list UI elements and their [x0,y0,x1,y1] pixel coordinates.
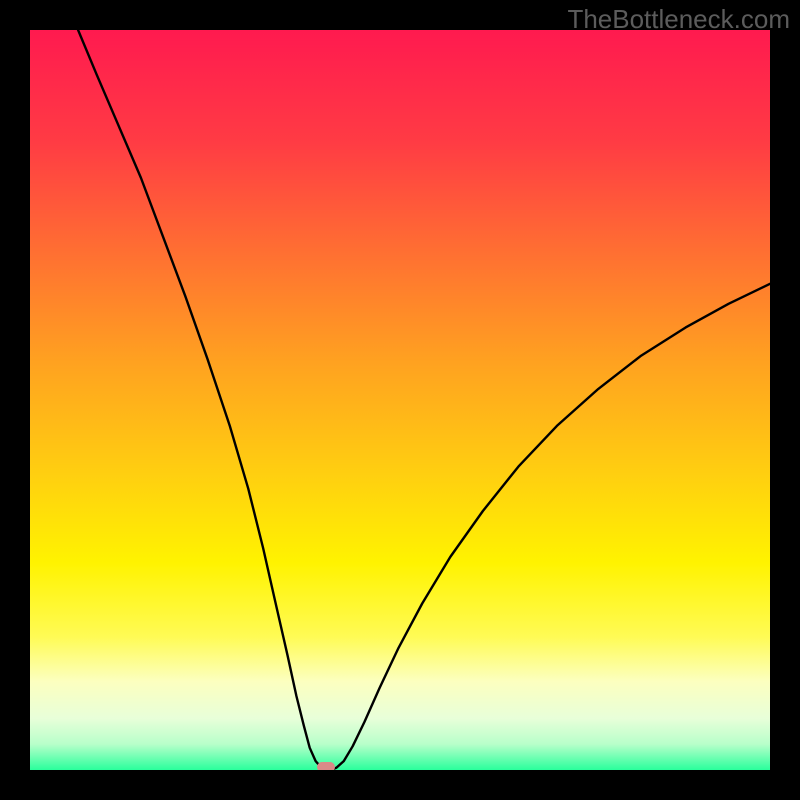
chart-container: TheBottleneck.com [0,0,800,800]
watermark-text: TheBottleneck.com [567,4,790,35]
bottleneck-curve [30,30,770,770]
plot-area [30,30,770,770]
curve-path [78,30,770,770]
optimum-marker [317,762,335,770]
